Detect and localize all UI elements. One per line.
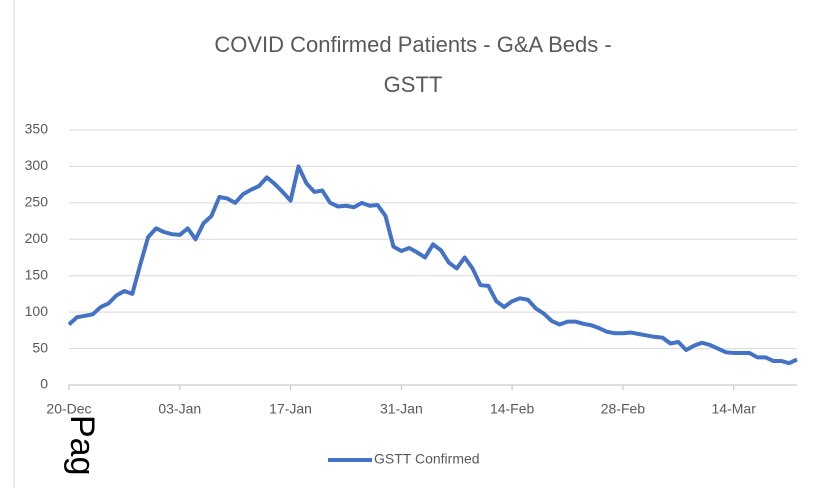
y-tick-label: 0 — [40, 376, 48, 392]
x-tick-label: 03-Jan — [158, 401, 201, 417]
legend-label: GSTT Confirmed — [374, 451, 480, 467]
y-tick-label: 250 — [25, 194, 49, 210]
x-tick-label: 14-Mar — [712, 401, 757, 417]
watermark: Pag — [63, 415, 101, 476]
y-tick-label: 150 — [25, 266, 49, 282]
y-tick-label: 350 — [25, 121, 49, 137]
x-tick-label: 17-Jan — [269, 401, 312, 417]
y-tick-label: 300 — [25, 157, 49, 173]
line-series — [67, 164, 798, 366]
chart-title: COVID Confirmed Patients - G&A Beds - — [214, 32, 611, 57]
chart-title: GSTT — [384, 72, 443, 97]
x-tick-label: 28-Feb — [601, 401, 646, 417]
y-tick-label: 50 — [32, 339, 48, 355]
y-tick-label: 100 — [25, 303, 49, 319]
y-tick-label: 200 — [25, 230, 49, 246]
x-tick-label: 31-Jan — [380, 401, 423, 417]
x-tick-label: 14-Feb — [490, 401, 535, 417]
x-tick-label: 20-Dec — [46, 401, 91, 417]
